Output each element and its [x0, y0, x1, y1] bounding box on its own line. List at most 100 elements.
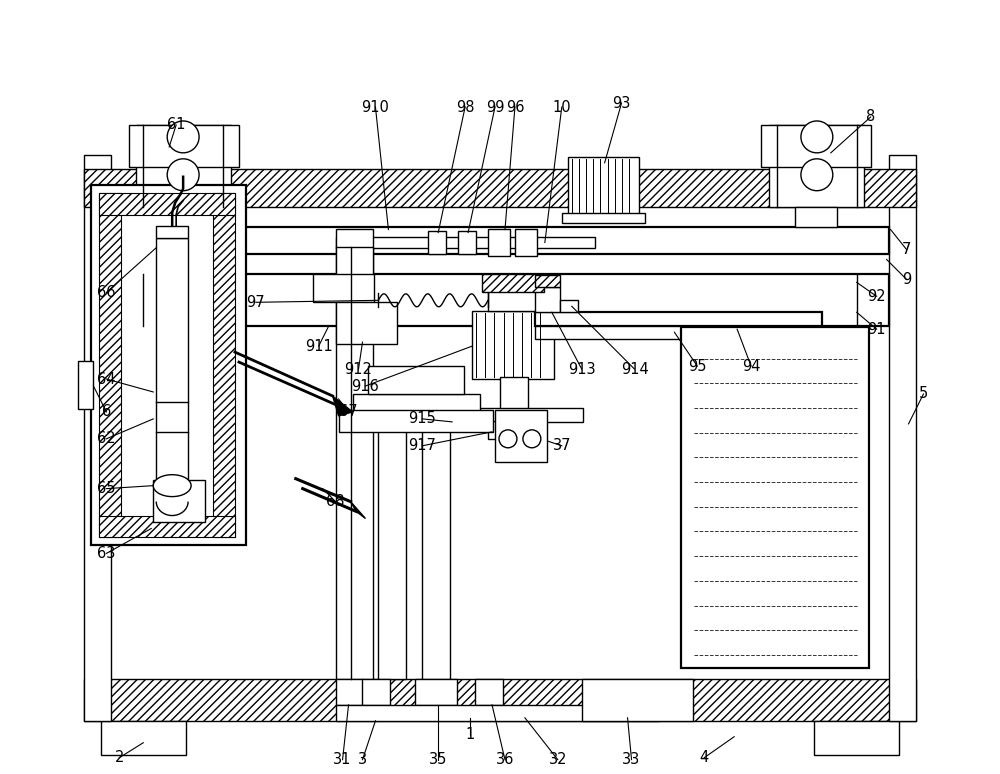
Bar	[428, 231, 446, 255]
Bar	[568, 157, 639, 214]
Circle shape	[167, 121, 199, 152]
Text: 97: 97	[247, 295, 265, 310]
Bar	[156, 238, 188, 478]
Bar	[769, 125, 864, 207]
Text: 10: 10	[552, 100, 571, 115]
Text: 63: 63	[97, 546, 116, 561]
Bar	[129, 125, 239, 166]
Text: 8: 8	[866, 109, 875, 125]
Text: 92: 92	[867, 289, 886, 304]
Bar	[378, 412, 406, 679]
Bar	[482, 275, 544, 293]
Bar	[495, 410, 547, 462]
Text: 6: 6	[102, 404, 111, 420]
Bar	[84, 155, 111, 721]
Text: 1: 1	[465, 728, 475, 742]
Text: 64: 64	[97, 372, 116, 386]
Bar	[488, 421, 540, 439]
Bar	[422, 412, 450, 679]
Bar	[814, 721, 899, 755]
Text: 915: 915	[408, 412, 436, 426]
Bar	[84, 679, 916, 721]
Text: 62: 62	[97, 431, 116, 447]
Text: 31: 31	[333, 752, 352, 767]
Bar	[560, 300, 578, 312]
Bar	[111, 275, 889, 326]
Text: 916: 916	[352, 378, 379, 393]
Bar	[515, 228, 537, 256]
Text: 912: 912	[345, 361, 372, 377]
Text: 61: 61	[167, 118, 185, 132]
Bar	[163, 207, 205, 227]
Bar	[99, 515, 235, 537]
Text: 2: 2	[115, 750, 124, 765]
Text: 5: 5	[919, 386, 928, 402]
Bar	[336, 237, 595, 248]
Bar	[535, 276, 560, 287]
Circle shape	[167, 159, 199, 190]
Text: 914: 914	[621, 361, 648, 377]
Text: 917: 917	[408, 438, 436, 454]
Text: 32: 32	[549, 752, 567, 767]
Bar	[99, 193, 121, 537]
Bar	[336, 246, 373, 679]
Bar	[339, 410, 493, 432]
Text: 66: 66	[97, 285, 116, 300]
Text: 68: 68	[326, 494, 345, 509]
Bar	[458, 231, 476, 255]
Text: 36: 36	[496, 752, 514, 767]
Text: 9: 9	[902, 272, 911, 287]
Text: 91: 91	[867, 322, 886, 337]
Text: 98: 98	[456, 100, 474, 115]
Bar	[500, 377, 528, 409]
Circle shape	[801, 121, 833, 152]
Bar	[362, 679, 390, 705]
Bar	[336, 679, 363, 705]
Bar	[415, 679, 457, 705]
Bar	[156, 225, 188, 238]
Text: 93: 93	[612, 95, 631, 111]
Bar	[472, 311, 554, 379]
Bar	[153, 480, 205, 522]
Bar	[136, 125, 231, 207]
Bar	[99, 193, 235, 214]
Text: 65: 65	[97, 481, 116, 496]
Bar	[562, 213, 645, 223]
Text: 913: 913	[568, 361, 596, 377]
Bar	[163, 326, 201, 336]
Text: 67: 67	[339, 404, 358, 420]
Ellipse shape	[153, 474, 191, 497]
Text: 94: 94	[742, 358, 760, 374]
Bar	[336, 705, 659, 721]
Text: 96: 96	[506, 100, 524, 115]
Text: 33: 33	[622, 752, 641, 767]
Bar	[582, 679, 693, 721]
Bar	[681, 327, 869, 668]
Circle shape	[523, 430, 541, 448]
Text: 99: 99	[486, 100, 504, 115]
Circle shape	[801, 159, 833, 190]
Text: 4: 4	[700, 750, 709, 765]
Bar	[84, 169, 916, 207]
Text: 37: 37	[553, 438, 571, 454]
Bar	[78, 361, 93, 409]
Bar	[535, 287, 560, 312]
Bar	[535, 312, 822, 326]
Bar	[91, 185, 246, 546]
Bar	[795, 207, 837, 227]
Bar	[353, 394, 480, 412]
Bar	[488, 228, 510, 256]
Bar	[488, 289, 538, 311]
Bar	[101, 721, 186, 755]
Bar	[336, 303, 397, 344]
Bar	[213, 193, 235, 537]
Text: 3: 3	[358, 752, 367, 767]
Text: 35: 35	[429, 752, 447, 767]
Bar	[475, 679, 503, 705]
Bar	[535, 326, 822, 339]
Bar	[889, 155, 916, 721]
Bar	[761, 125, 871, 166]
Bar	[313, 275, 374, 303]
Bar	[368, 366, 464, 394]
Bar	[445, 408, 583, 422]
